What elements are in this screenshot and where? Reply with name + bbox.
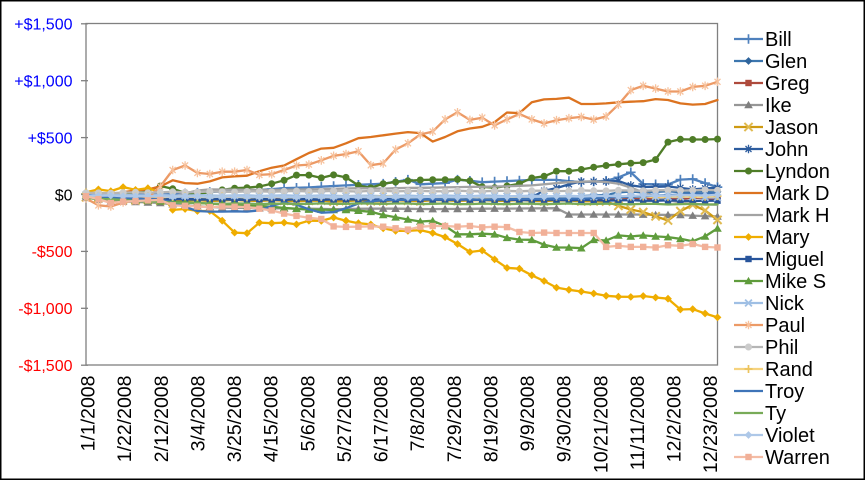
svg-text:9/9/2008: 9/9/2008 [517,376,539,452]
svg-text:John: John [765,139,808,161]
svg-text:-$1,500: -$1,500 [18,358,72,375]
svg-text:Jason: Jason [765,117,818,139]
svg-text:2/12/2008: 2/12/2008 [151,376,173,463]
svg-text:1/22/2008: 1/22/2008 [114,376,136,463]
svg-text:Phil: Phil [765,337,798,359]
svg-text:Mark D: Mark D [765,183,829,205]
svg-text:Nick: Nick [765,293,805,315]
svg-text:9/30/2008: 9/30/2008 [554,376,576,463]
svg-text:-$500: -$500 [32,244,73,261]
svg-text:Mike S: Mike S [765,271,826,293]
svg-text:Troy: Troy [765,381,804,403]
svg-text:1/1/2008: 1/1/2008 [78,376,100,452]
svg-text:+$1,000: +$1,000 [14,73,72,90]
svg-text:11/11/2008: 11/11/2008 [627,376,649,471]
svg-text:6/17/2008: 6/17/2008 [371,376,393,463]
svg-text:10/21/2008: 10/21/2008 [590,376,612,474]
svg-text:Mark H: Mark H [765,205,829,227]
svg-text:$0: $0 [55,187,73,204]
svg-text:Lyndon: Lyndon [765,161,830,183]
svg-text:Ty: Ty [765,403,786,425]
svg-text:Greg: Greg [765,73,809,95]
svg-text:8/19/2008: 8/19/2008 [480,376,502,463]
svg-text:Violet: Violet [765,425,815,447]
svg-text:4/15/2008: 4/15/2008 [261,376,283,463]
svg-text:12/2/2008: 12/2/2008 [664,376,686,463]
svg-text:Paul: Paul [765,315,805,337]
svg-text:+$500: +$500 [28,130,73,147]
svg-text:3/25/2008: 3/25/2008 [224,376,246,463]
svg-text:Mary: Mary [765,227,809,249]
svg-text:Glen: Glen [765,51,807,73]
svg-text:-$1,000: -$1,000 [18,301,72,318]
svg-text:5/6/2008: 5/6/2008 [297,376,319,452]
svg-text:Bill: Bill [765,29,792,51]
svg-text:5/27/2008: 5/27/2008 [334,376,356,463]
svg-text:+$1,500: +$1,500 [14,17,72,34]
svg-text:12/23/2008: 12/23/2008 [700,376,722,474]
svg-text:3/4/2008: 3/4/2008 [187,376,209,452]
svg-text:Warren: Warren [765,447,830,469]
svg-text:7/29/2008: 7/29/2008 [444,376,466,463]
svg-text:Ike: Ike [765,95,792,117]
svg-text:Miguel: Miguel [765,249,824,271]
svg-text:Rand: Rand [765,359,813,381]
svg-text:7/8/2008: 7/8/2008 [407,376,429,452]
